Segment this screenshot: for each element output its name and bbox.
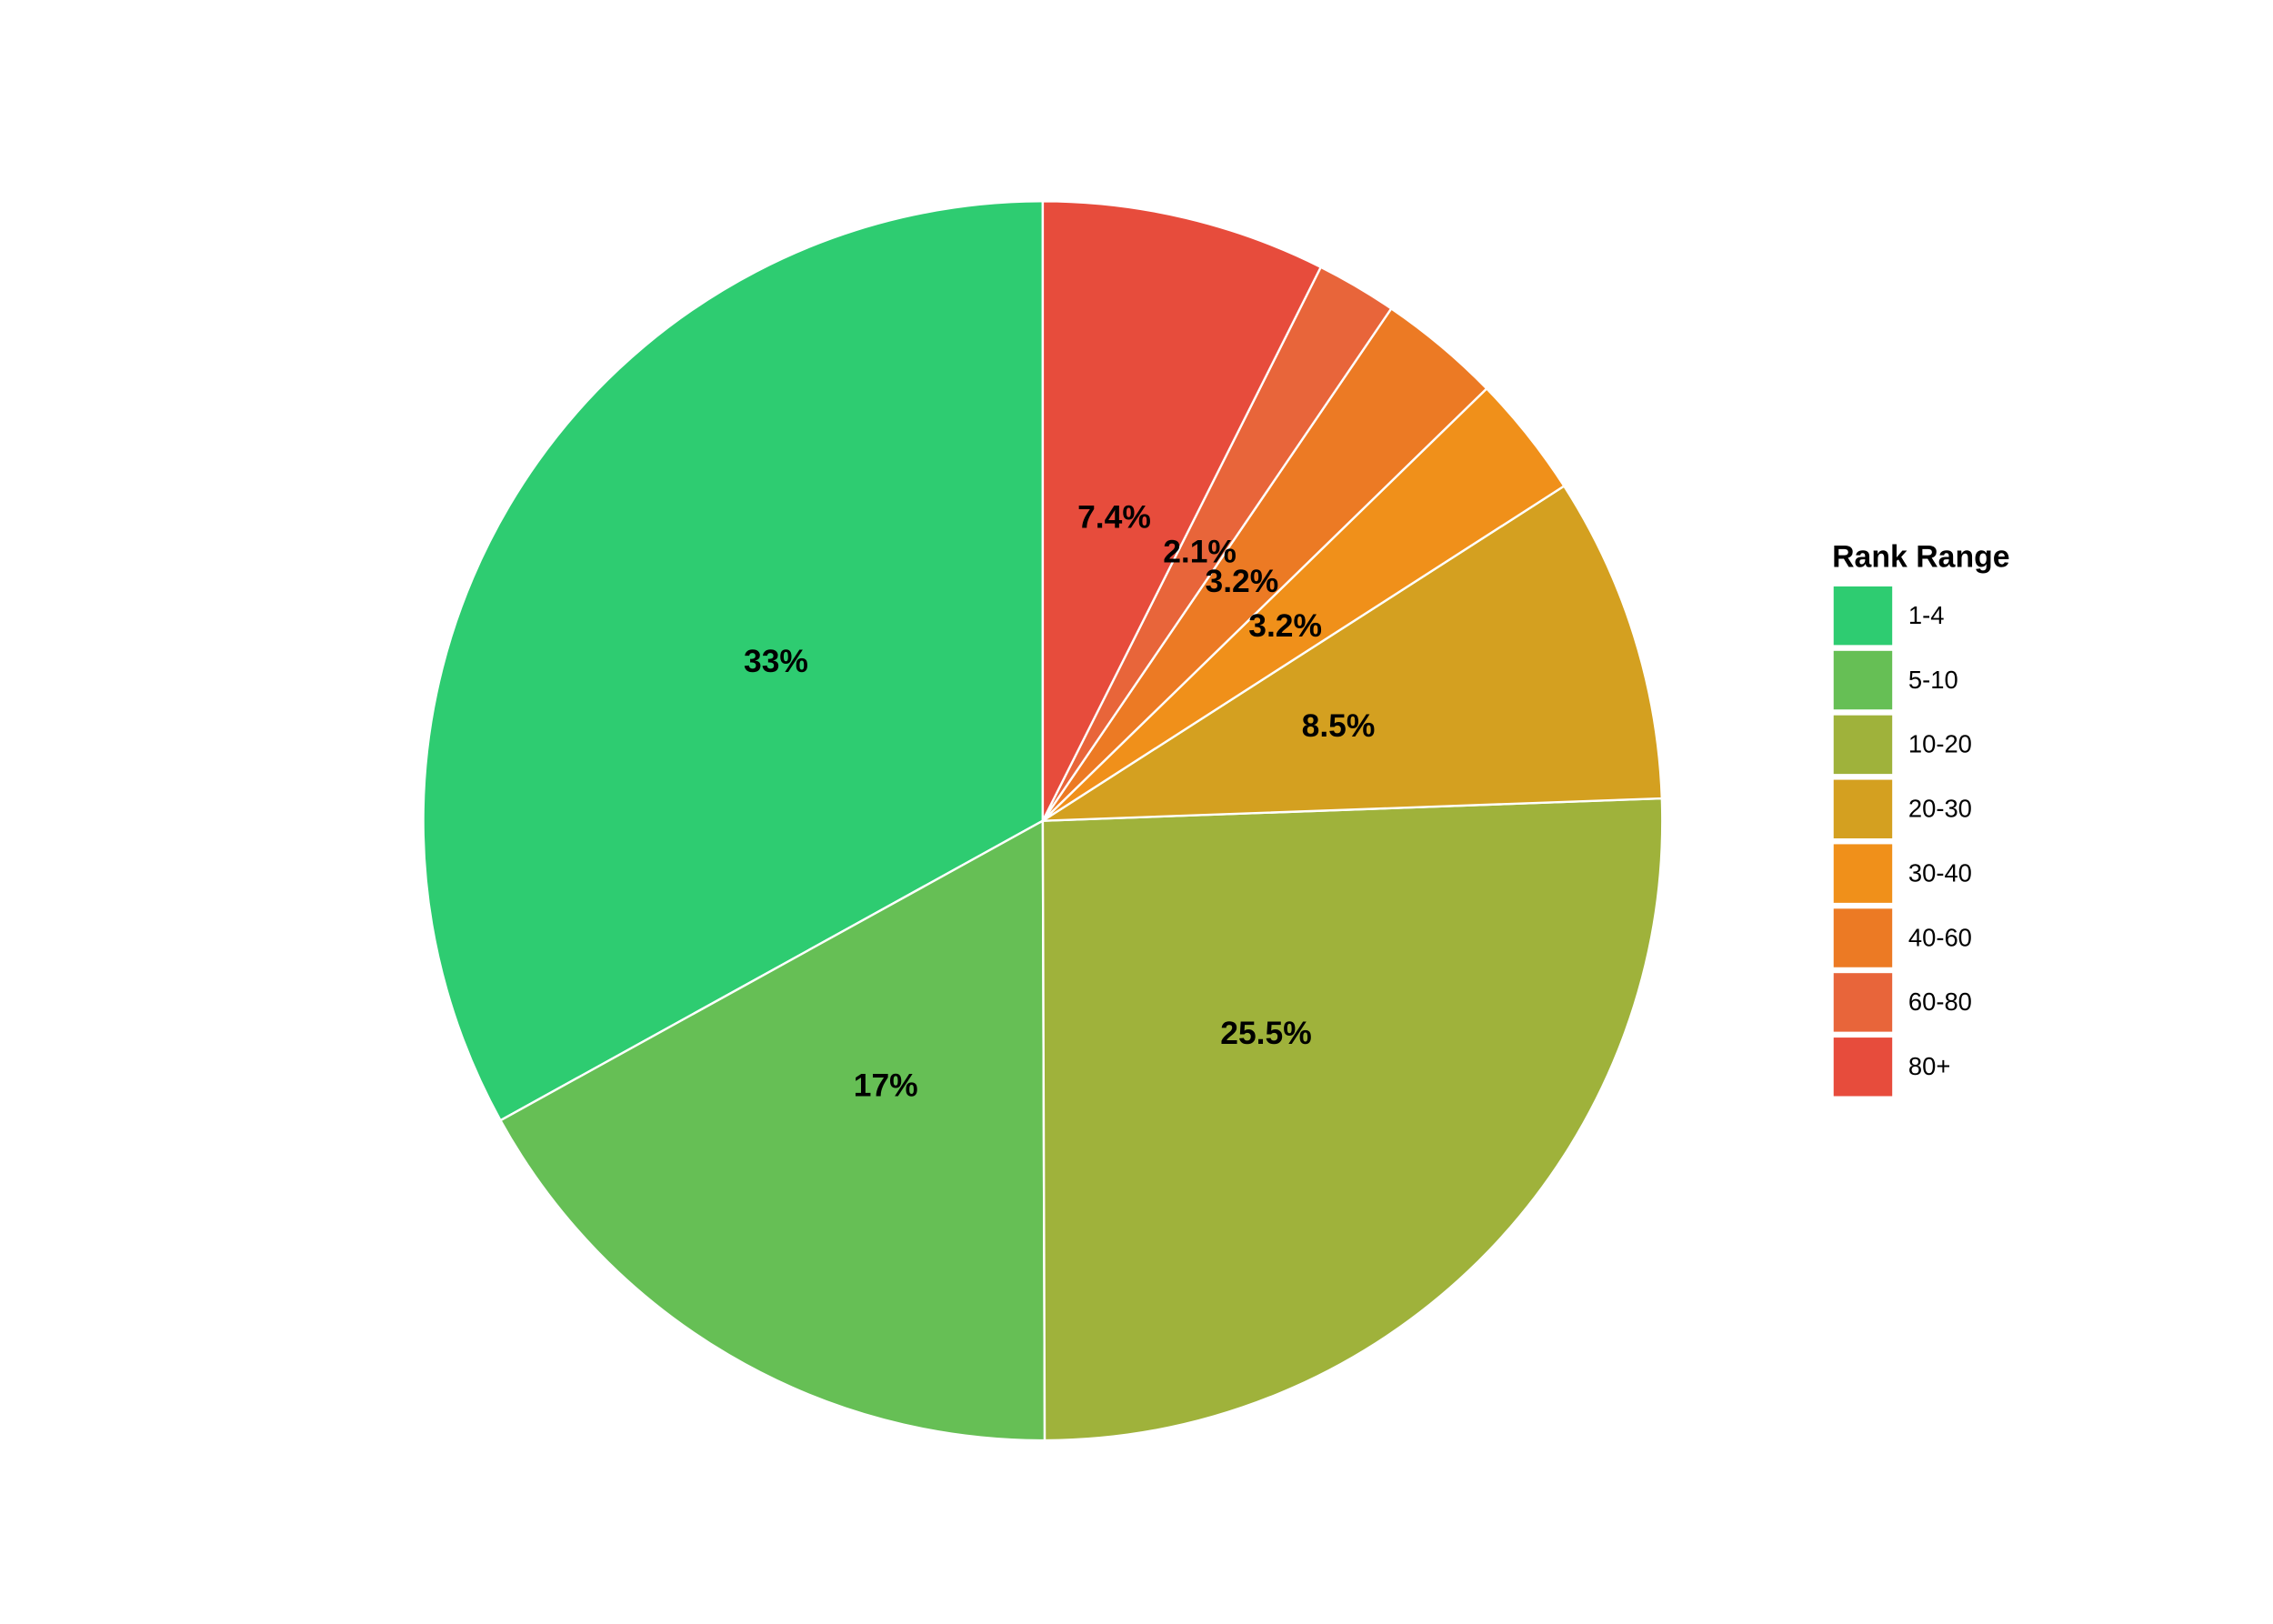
legend-label: 40-60	[1908, 923, 1972, 951]
pie-slice	[1038, 484, 1664, 823]
legend-swatch	[1833, 908, 1893, 967]
legend-label: 30-40	[1908, 858, 1972, 887]
legend-swatch	[1833, 715, 1893, 775]
legend-label: 5-10	[1908, 666, 1958, 694]
legend-swatch	[1833, 1038, 1893, 1097]
legend-swatch	[1833, 779, 1893, 838]
slice-label: 7.4%	[1077, 499, 1151, 536]
pie-slice	[1041, 200, 1323, 822]
slice-label: 2.1%	[1163, 533, 1237, 569]
pie-slice	[498, 818, 1046, 1442]
legend-label: 1-4	[1908, 601, 1945, 629]
legend-swatch	[1833, 844, 1893, 903]
legend-label: 10-20	[1908, 730, 1972, 758]
slice-label: 17%	[854, 1068, 918, 1104]
legend-swatch	[1833, 973, 1893, 1032]
slice-label: 3.2%	[1248, 607, 1322, 644]
legend-label: 80+	[1908, 1052, 1950, 1080]
slice-label: 3.2%	[1206, 563, 1279, 599]
legend-title: Rank Range	[1832, 539, 2009, 574]
legend-swatch	[1833, 586, 1893, 646]
slice-label: 25.5%	[1220, 1015, 1311, 1051]
pie-slice	[1041, 797, 1664, 1442]
legend-label: 60-80	[1908, 987, 1972, 1016]
pie-slice	[422, 200, 1045, 1122]
slice-label: 33%	[744, 643, 808, 679]
legend-label: 20-30	[1908, 795, 1972, 823]
legend-swatch	[1833, 650, 1893, 710]
slice-label: 8.5%	[1302, 707, 1376, 744]
